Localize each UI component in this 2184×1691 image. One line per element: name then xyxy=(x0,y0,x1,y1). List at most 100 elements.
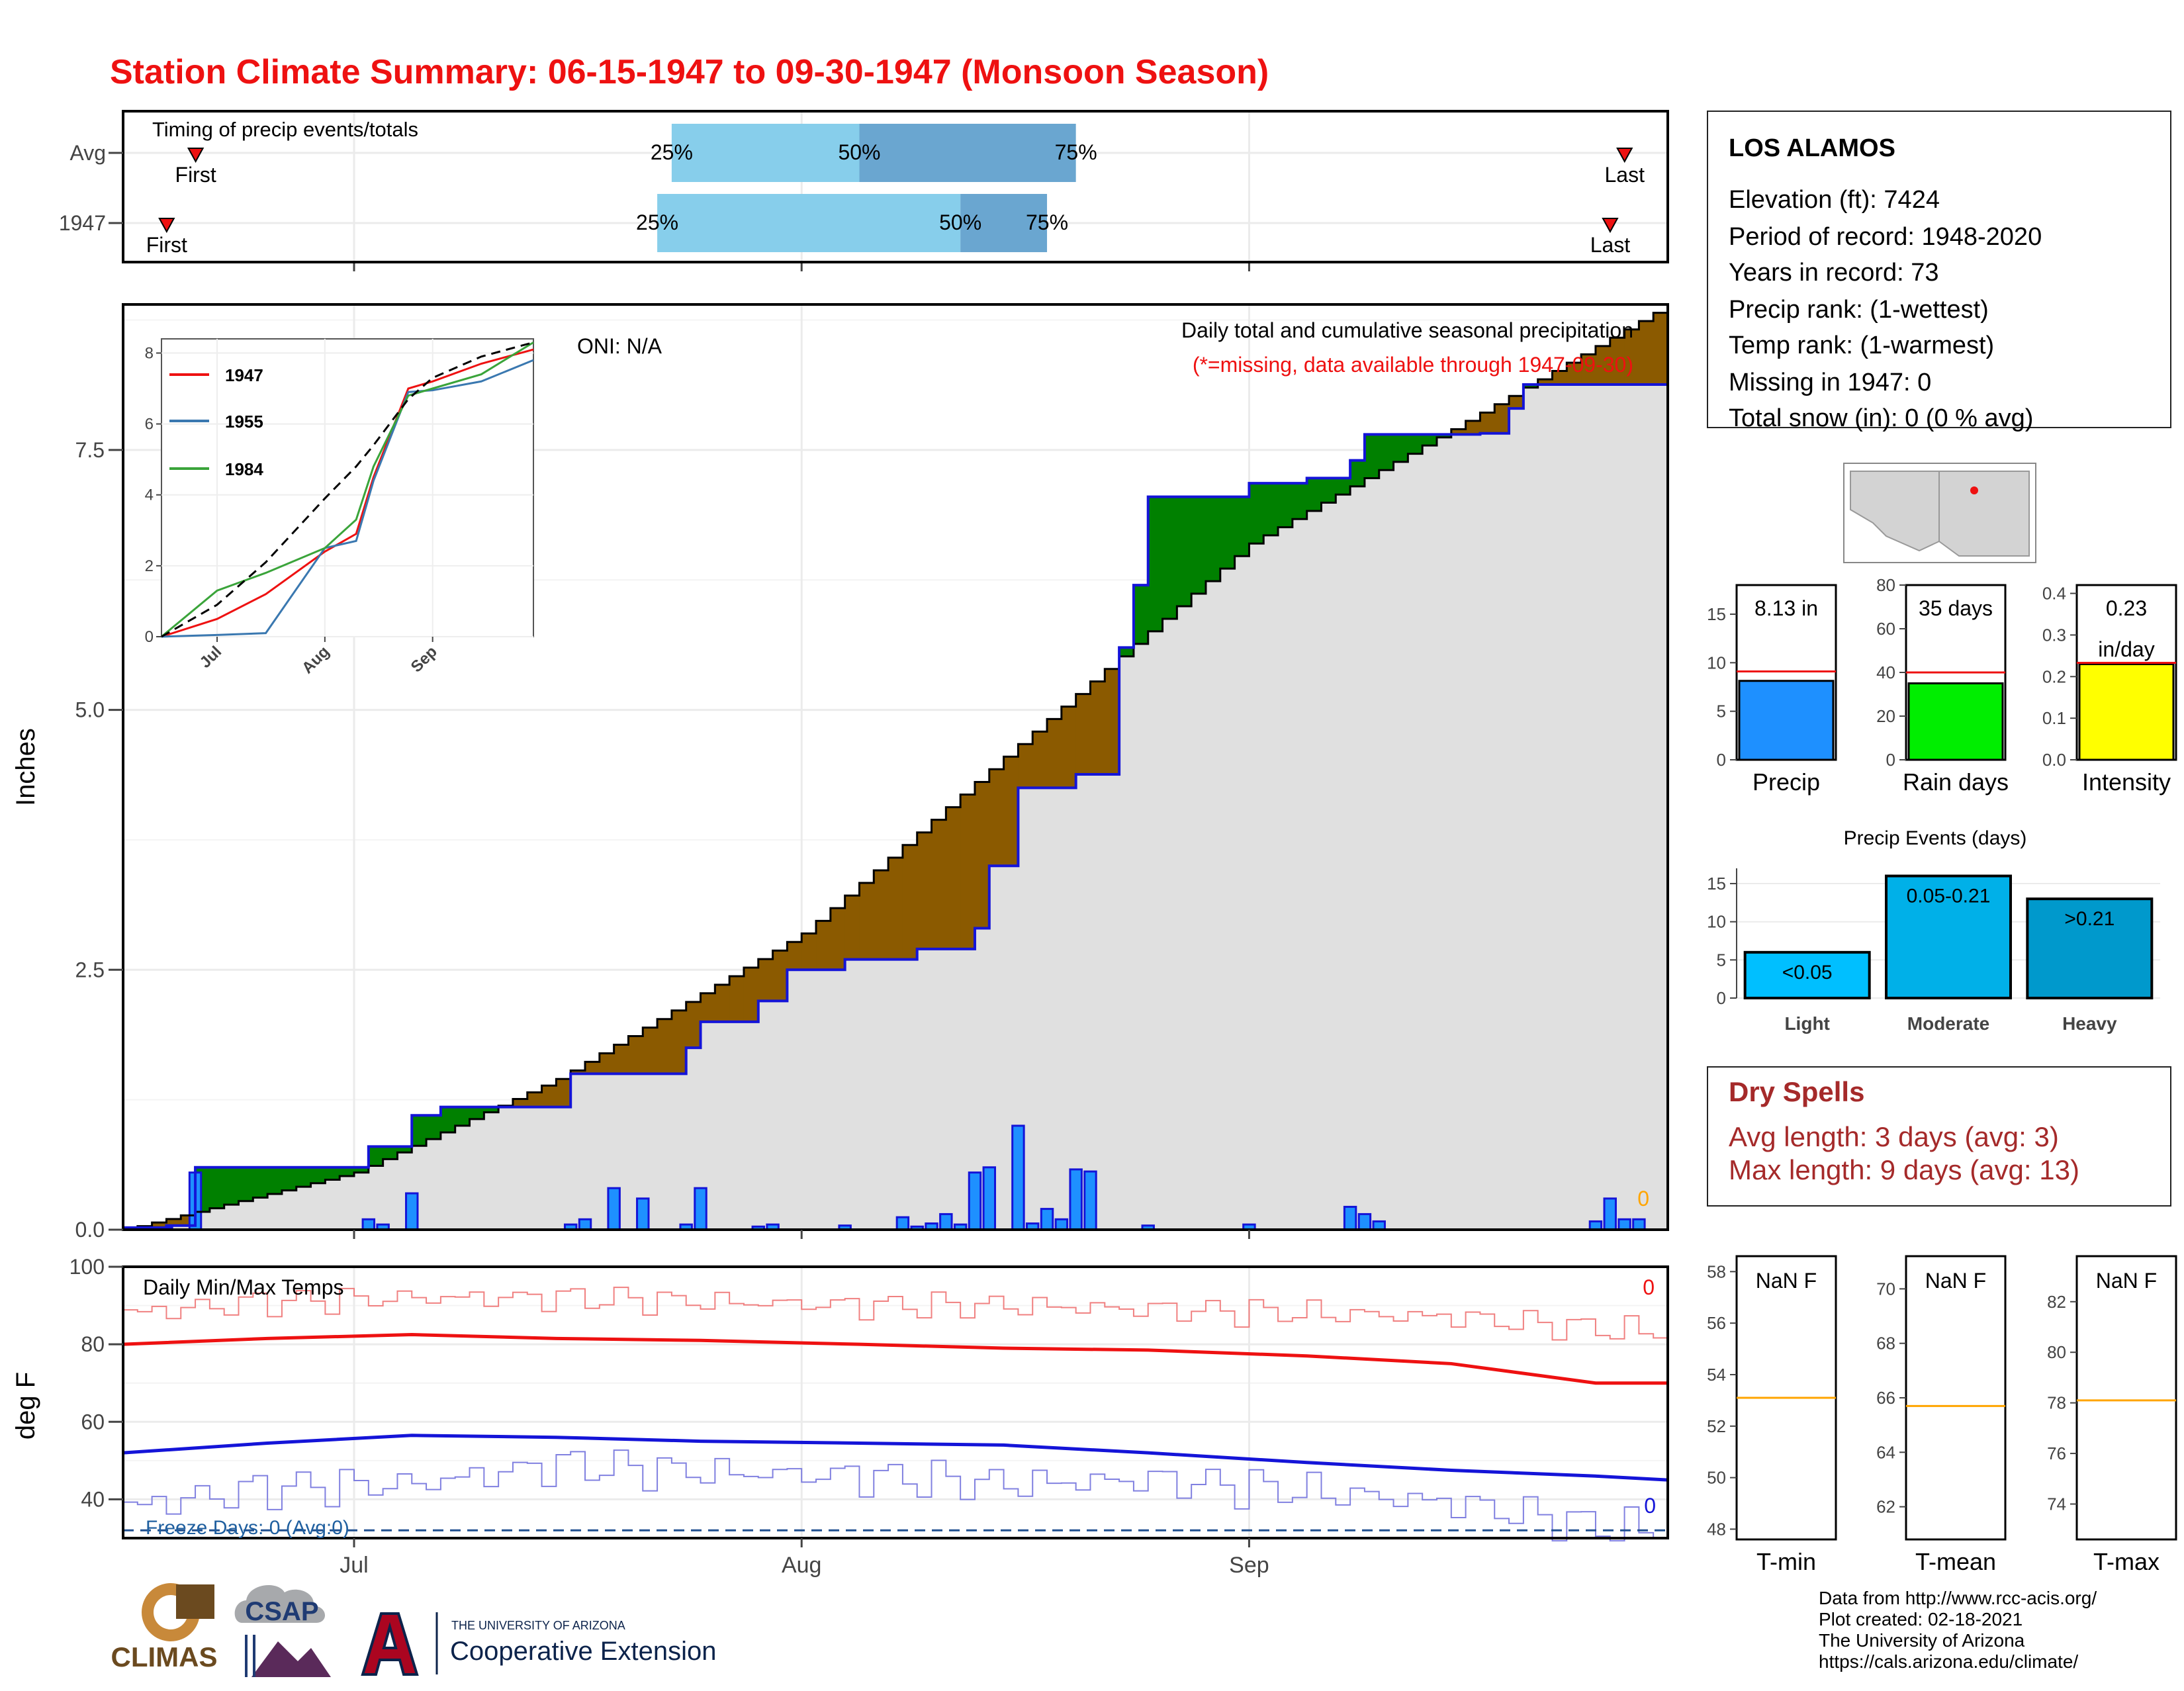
temp-box-y-tick-label: 76 xyxy=(2047,1443,2066,1463)
deficit-area-segment xyxy=(743,968,759,1022)
deficit-area-segment xyxy=(599,1053,615,1074)
last-event-label: Last xyxy=(1590,233,1631,257)
temp-box-y-tick-label: 68 xyxy=(1876,1334,1895,1353)
deficit-area-segment xyxy=(556,1079,571,1107)
temp-frame xyxy=(122,1265,1669,1539)
timing-panel: 25% 50% 75% First Last 25% 50% 75% First Last Tim… xyxy=(59,110,1669,271)
daily-precip-bar xyxy=(1632,1218,1646,1231)
daily-precip-bar xyxy=(968,1171,982,1231)
inset-y-tick-label: 4 xyxy=(145,486,154,504)
surplus-area-segment xyxy=(1350,460,1365,486)
summary-bar-y-tick-label: 5 xyxy=(1717,702,1726,721)
credit-line: https://cals.arizona.edu/climate/ xyxy=(1819,1651,2078,1672)
temp-box-y-tick-label: 74 xyxy=(2047,1494,2066,1514)
deficit-area-segment xyxy=(1075,694,1091,774)
summary-bar-y-tick-label: 20 xyxy=(1876,706,1895,726)
temperature-summary-boxes: NaN F 48 50 52 54 56 58 T-min NaN F 62 64 66 68 70 T-m… xyxy=(1707,1255,2177,1575)
precip-frame xyxy=(122,303,1669,1231)
surplus-area-segment xyxy=(209,1167,225,1209)
surplus-area-segment xyxy=(1234,496,1250,557)
surplus-area-segment xyxy=(1177,496,1192,606)
surplus-area-segment xyxy=(440,1107,456,1132)
deficit-area-segment xyxy=(1003,756,1019,866)
deficit-area-segment xyxy=(657,1019,672,1074)
avg-tmax-line xyxy=(122,1332,1668,1385)
surplus-area-segment xyxy=(455,1107,471,1126)
daily-precip-bar xyxy=(1069,1168,1083,1231)
summary-bar-y-tick-label: 0.1 xyxy=(2042,708,2066,728)
tmax-missing-count: 0 xyxy=(1643,1275,1655,1299)
inset-series-line xyxy=(161,348,534,638)
temp-box-y-tick-label: 64 xyxy=(1876,1442,1895,1462)
legend-label-1955: 1955 xyxy=(225,412,263,432)
summary-bar-label: Intensity xyxy=(2082,768,2171,796)
surplus-area-segment xyxy=(469,1107,484,1119)
temp-y-tick-label: 80 xyxy=(81,1332,105,1356)
ua-a-mark xyxy=(361,1612,419,1676)
temp-y-tick-label: 40 xyxy=(81,1487,105,1511)
summary-bar-value-label: 0.23 xyxy=(2106,596,2147,620)
summary-bar-value-label: 35 days xyxy=(1919,596,1993,620)
temp-box-y-tick-label: 66 xyxy=(1876,1388,1895,1408)
summary-bar-y-tick-label: 0.3 xyxy=(2042,625,2066,645)
deficit-area-segment xyxy=(1090,681,1105,774)
inset-y-tick-label: 0 xyxy=(145,628,154,646)
events-bar-label: <0.05 xyxy=(1782,962,1833,983)
surplus-area-segment xyxy=(1278,483,1293,527)
events-y-tick-label: 5 xyxy=(1717,950,1726,970)
daily-tmax-line xyxy=(123,1287,1668,1341)
surplus-area-segment xyxy=(484,1107,499,1113)
dry-spells-box: Dry Spells Avg length: 3 days (avg: 3) M… xyxy=(1707,1066,2171,1207)
deficit-area-segment xyxy=(166,1218,181,1226)
temp-box-label: T-max xyxy=(2093,1548,2160,1575)
deficit-area-segment xyxy=(830,908,846,970)
inset-legend: 1947 1955 1984 xyxy=(169,365,263,479)
daily-precip-bar xyxy=(1083,1170,1097,1231)
station-info-frame xyxy=(1707,111,2171,428)
station-line: Missing in 1947: 0 xyxy=(1729,369,1931,396)
summary-bar-y-tick-label: 0 xyxy=(1717,750,1726,770)
last-event-marker-icon xyxy=(1616,148,1633,163)
surplus-area-segment xyxy=(253,1167,268,1198)
deficit-area-segment xyxy=(917,832,933,949)
cumulative-avg-line xyxy=(123,304,1669,1231)
precip-y-label: Inches xyxy=(11,728,40,806)
surplus-area-segment xyxy=(426,1115,441,1140)
timing-q75-label: 75% xyxy=(1026,210,1068,234)
station-line: Years in record: 73 xyxy=(1729,259,1939,287)
precip-y-tick-label: 2.5 xyxy=(75,958,105,982)
events-y-tick-label: 0 xyxy=(1717,988,1726,1008)
daily-precip-bar xyxy=(1040,1208,1054,1231)
temp-box-y-tick-label: 58 xyxy=(1707,1261,1726,1281)
station-info: LOS ALAMOS Elevation (ft): 7424 Period o… xyxy=(1707,111,2171,432)
page-title: Station Climate Summary: 06-15-1947 to 0… xyxy=(110,53,1269,91)
deficit-area-segment xyxy=(859,882,874,960)
temp-box-label: T-mean xyxy=(1915,1548,1996,1575)
temp-box-y-tick-label: 78 xyxy=(2047,1393,2066,1413)
surplus-area-segment xyxy=(354,1167,369,1173)
deficit-area-segment xyxy=(686,1001,702,1048)
deficit-area-segment xyxy=(585,1062,600,1074)
events-bar xyxy=(1885,874,2012,999)
surplus-area-segment xyxy=(281,1167,297,1191)
surplus-area-segment xyxy=(1321,478,1336,503)
month-tick-label: Aug xyxy=(782,1553,822,1578)
summary-bar-y-tick-label: 60 xyxy=(1876,619,1895,639)
daily-precip-bar xyxy=(1011,1124,1025,1231)
deficit-area-segment xyxy=(1567,362,1582,385)
station-line: Total snow (in): 0 (0 % avg) xyxy=(1729,404,2033,432)
precip-y-tick-label: 7.5 xyxy=(75,438,105,462)
events-y-tick-label: 15 xyxy=(1707,874,1726,893)
events-title: Precip Events (days) xyxy=(1844,827,2027,849)
surplus-area-segment xyxy=(1436,434,1452,437)
inset-y-tick-label: 8 xyxy=(145,344,154,362)
deficit-area-segment xyxy=(1480,412,1495,434)
daily-precip-bar xyxy=(1603,1197,1617,1231)
deficit-area-segment xyxy=(989,769,1005,866)
deficit-area-segment xyxy=(1537,379,1553,385)
inset-y-tick-label: 2 xyxy=(145,557,154,575)
surplus-area-segment xyxy=(1249,483,1264,544)
surplus-area-segment xyxy=(1306,478,1322,511)
first-event-marker-icon xyxy=(187,148,205,163)
